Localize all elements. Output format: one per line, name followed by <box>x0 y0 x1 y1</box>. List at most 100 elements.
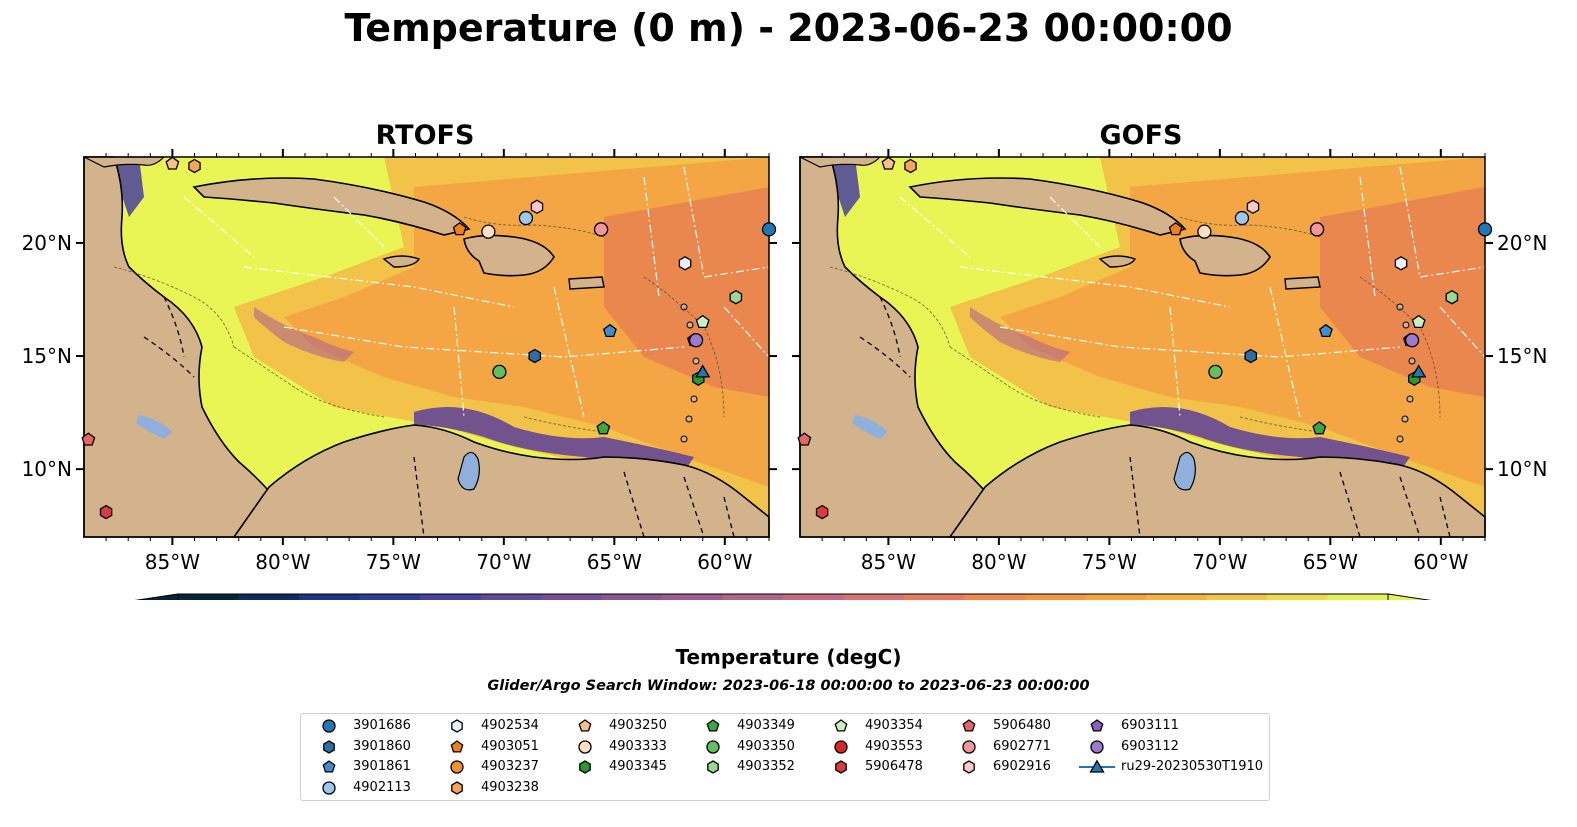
map-panels: 85°W 80°W 75°W 70°W 65°W 60°W 20°N 15°N 10°N 85°W… <box>22 149 1547 600</box>
colorbar-segment <box>420 594 481 600</box>
circle-marker-icon <box>322 780 336 795</box>
hexagon-marker-icon <box>579 760 591 774</box>
legend-marker <box>834 719 848 732</box>
lon-tick-label: 60°W <box>1413 550 1468 574</box>
legend-marker <box>706 739 720 754</box>
lat-tick-label: 10°N <box>22 457 72 481</box>
legend-marker <box>834 739 848 754</box>
legend-marker <box>1090 719 1104 732</box>
float-marker-4903352 <box>729 289 743 305</box>
axis-ticks: 85°W 80°W 75°W 70°W 65°W 60°W 20°N 15°N 10°N 85°W… <box>22 149 1547 574</box>
pentagon-marker-icon <box>322 760 336 773</box>
colorbar-segment <box>299 594 360 600</box>
pentagon-marker-icon <box>450 739 464 753</box>
pentagon-marker-icon <box>578 719 592 732</box>
legend-label: 4903553 <box>865 738 923 754</box>
lon-tick-label: 70°W <box>1192 550 1247 574</box>
float-marker-4903354 <box>1411 314 1426 329</box>
float-marker-4903349 <box>1312 421 1327 435</box>
circle-marker-icon <box>834 739 848 754</box>
float-marker-ru29-20230530T1910 <box>695 364 711 378</box>
circle-marker-icon <box>706 739 720 754</box>
legend-marker <box>962 739 976 754</box>
circle-marker-icon <box>1090 739 1104 754</box>
legend-label: 3901861 <box>353 759 411 774</box>
colorbar-segment <box>601 594 663 600</box>
legend-label: 6902916 <box>993 759 1051 774</box>
float-marker-3901686 <box>1477 222 1493 237</box>
lon-tick-label: 65°W <box>587 550 642 574</box>
legend-label: 3901686 <box>353 718 411 733</box>
float-marker-6902916 <box>1246 199 1260 215</box>
legend-marker <box>707 760 719 774</box>
float-marker-5906478 <box>815 504 829 520</box>
legend-label: 4903349 <box>737 718 795 733</box>
colorbar-segment <box>178 594 239 600</box>
float-marker-4902534 <box>678 256 692 271</box>
hexagon-marker-icon <box>451 719 463 733</box>
legend-marker <box>451 719 463 733</box>
circle-marker-icon <box>322 719 336 733</box>
gofs-float-markers <box>797 156 1493 520</box>
lat-tick-label: 15°N <box>22 344 72 368</box>
lon-tick-label: 75°W <box>366 550 421 574</box>
legend-label: 6902771 <box>993 738 1051 754</box>
float-marker-4903333 <box>481 224 496 239</box>
colorbar-segment <box>1025 594 1086 600</box>
float-marker-6902771 <box>593 222 609 237</box>
figure-title: Temperature (0 m) - 2023-06-23 00:00:00 <box>344 6 1233 50</box>
legend-marker <box>322 719 336 733</box>
panel-title-rtofs: RTOFS <box>375 120 475 151</box>
float-marker-6902771 <box>1309 222 1325 237</box>
lon-tick-label: 60°W <box>697 550 752 574</box>
float-marker-5906480 <box>797 432 812 446</box>
legend-marker <box>322 780 336 795</box>
float-marker-4903333 <box>1197 224 1212 239</box>
float-marker-4902534 <box>1394 256 1408 271</box>
legend-marker <box>1089 759 1105 773</box>
float-marker-3901861 <box>602 323 617 338</box>
legend-marker <box>706 719 720 732</box>
legend-marker <box>578 719 592 732</box>
lon-tick-label: 65°W <box>1303 550 1358 574</box>
legend-marker <box>579 760 591 774</box>
legend-marker <box>578 739 592 754</box>
legend-label: 4903345 <box>609 759 667 774</box>
legend-marker <box>451 780 463 795</box>
float-marker-6903112 <box>1404 333 1420 348</box>
colorbar-segment <box>964 594 1026 600</box>
colorbar-label: Temperature (degC) <box>675 645 902 669</box>
pentagon-marker-icon <box>962 719 976 732</box>
gofs-map <box>799 156 1486 538</box>
lon-tick-label: 75°W <box>1082 550 1137 574</box>
rtofs-map <box>83 156 770 538</box>
float-marker-4903352 <box>1445 289 1459 305</box>
legend-label: 4903333 <box>609 738 667 754</box>
lat-tick-label: 20°N <box>22 231 72 255</box>
colorbar-max-extend <box>1387 593 1432 600</box>
float-marker-4903349 <box>596 421 611 435</box>
legend-label: 4903250 <box>609 718 667 733</box>
lon-tick-label: 85°W <box>861 550 916 574</box>
float-marker-6902916 <box>530 199 544 215</box>
hexagon-marker-icon <box>835 760 847 774</box>
legend-label: 6903112 <box>1121 738 1179 754</box>
float-marker-5906480 <box>81 432 96 446</box>
colorbar-segment <box>1206 594 1268 600</box>
colorbar-segment <box>1146 594 1207 600</box>
float-marker-4903051 <box>452 222 467 236</box>
triangle-line-marker-icon <box>1079 759 1115 773</box>
float-marker-4903238 <box>188 158 201 174</box>
pentagon-marker-icon <box>706 719 720 732</box>
rtofs-float-markers <box>81 156 777 520</box>
float-marker-4903250 <box>881 156 896 170</box>
float-marker-4903354 <box>695 314 710 329</box>
float-marker-3901686 <box>761 222 777 237</box>
legend-label: ru29-20230530T1910 <box>1121 759 1264 774</box>
colorbar-segment <box>1085 594 1147 600</box>
float-marker-4903250 <box>165 156 180 170</box>
float-marker-4903051 <box>1168 222 1183 236</box>
colorbar-frame <box>177 593 1389 600</box>
colorbar-min-extend <box>134 593 179 600</box>
circle-marker-icon <box>962 739 976 754</box>
